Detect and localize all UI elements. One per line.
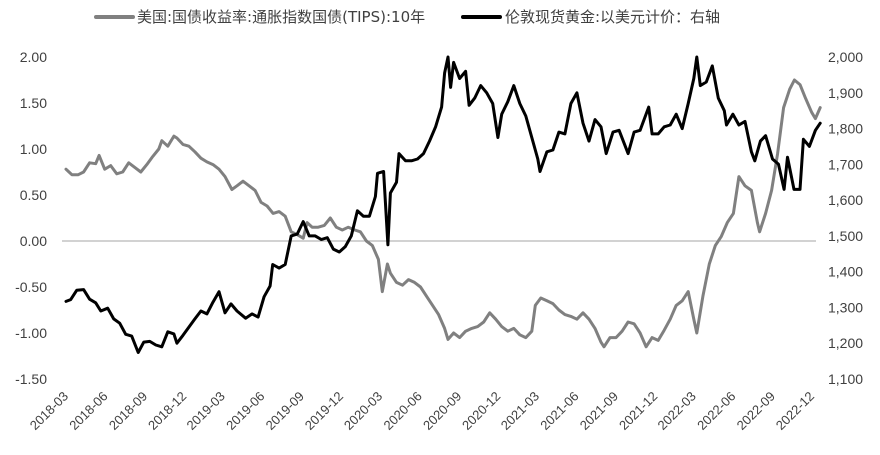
y-right-tick-label: 1,100 bbox=[828, 371, 863, 387]
y-right-tick-label: 1,500 bbox=[828, 228, 863, 244]
y-left-tick-label: -1.50 bbox=[15, 371, 47, 387]
x-tick-label: 2021-03 bbox=[498, 389, 542, 433]
legend-label-tips: 美国:国债收益率:通胀指数国债(TIPS):10年 bbox=[137, 8, 425, 26]
y-right-tick-label: 1,700 bbox=[828, 156, 863, 172]
y-right-tick-label: 1,800 bbox=[828, 121, 863, 137]
y-right-tick-label: 1,300 bbox=[828, 299, 863, 315]
y-left-tick-label: 0.00 bbox=[20, 233, 47, 249]
x-tick-label: 2022-03 bbox=[655, 389, 699, 433]
x-tick-label: 2021-06 bbox=[537, 389, 581, 433]
x-tick-label: 2020-12 bbox=[459, 389, 503, 433]
y-right-tick-label: 1,400 bbox=[828, 264, 863, 280]
x-tick-label: 2020-09 bbox=[420, 389, 464, 433]
x-tick-label: 2019-12 bbox=[302, 389, 346, 433]
y-left-tick-label: -0.50 bbox=[15, 279, 47, 295]
legend: 美国:国债收益率:通胀指数国债(TIPS):10年 伦敦现货黄金:以美元计价：右… bbox=[94, 8, 720, 26]
x-tick-label: 2019-06 bbox=[223, 389, 267, 433]
y-right-tick-label: 2,000 bbox=[828, 49, 863, 65]
x-tick-label: 2018-06 bbox=[66, 389, 110, 433]
right-axis: 2,000 1,900 1,800 1,700 1,600 1,500 1,400 1,300… bbox=[828, 49, 863, 387]
y-left-tick-label: -1.00 bbox=[15, 325, 47, 341]
tips-yield-series-line bbox=[64, 78, 822, 349]
x-tick-label: 2022-06 bbox=[694, 389, 738, 433]
x-tick-label: 2019-03 bbox=[184, 389, 228, 433]
plot-area bbox=[64, 55, 822, 354]
left-axis: 2.00 1.50 1.00 0.50 0.00 -0.50 -1.00 -1.50 bbox=[15, 49, 47, 387]
x-tick-label: 2021-12 bbox=[616, 389, 660, 433]
y-right-tick-label: 1,600 bbox=[828, 192, 863, 208]
x-tick-label: 2020-06 bbox=[380, 389, 424, 433]
y-right-tick-label: 1,200 bbox=[828, 335, 863, 351]
x-tick-label: 2018-09 bbox=[106, 389, 150, 433]
x-axis: 2018-032018-062018-092018-122019-032019-… bbox=[27, 389, 817, 433]
x-tick-label: 2018-12 bbox=[145, 389, 189, 433]
y-left-tick-label: 0.50 bbox=[20, 187, 47, 203]
x-tick-label: 2020-03 bbox=[341, 389, 385, 433]
legend-label-gold: 伦敦现货黄金:以美元计价：右轴 bbox=[505, 8, 720, 26]
gold-price-series-line bbox=[64, 55, 822, 354]
x-tick-label: 2021-09 bbox=[577, 389, 621, 433]
y-left-tick-label: 1.00 bbox=[20, 141, 47, 157]
x-tick-label: 2022-12 bbox=[773, 389, 817, 433]
y-left-tick-label: 1.50 bbox=[20, 95, 47, 111]
x-tick-label: 2018-03 bbox=[27, 389, 71, 433]
y-left-tick-label: 2.00 bbox=[20, 49, 47, 65]
x-tick-label: 2019-09 bbox=[263, 389, 307, 433]
y-right-tick-label: 1,900 bbox=[828, 85, 863, 101]
x-tick-label: 2022-09 bbox=[734, 389, 778, 433]
